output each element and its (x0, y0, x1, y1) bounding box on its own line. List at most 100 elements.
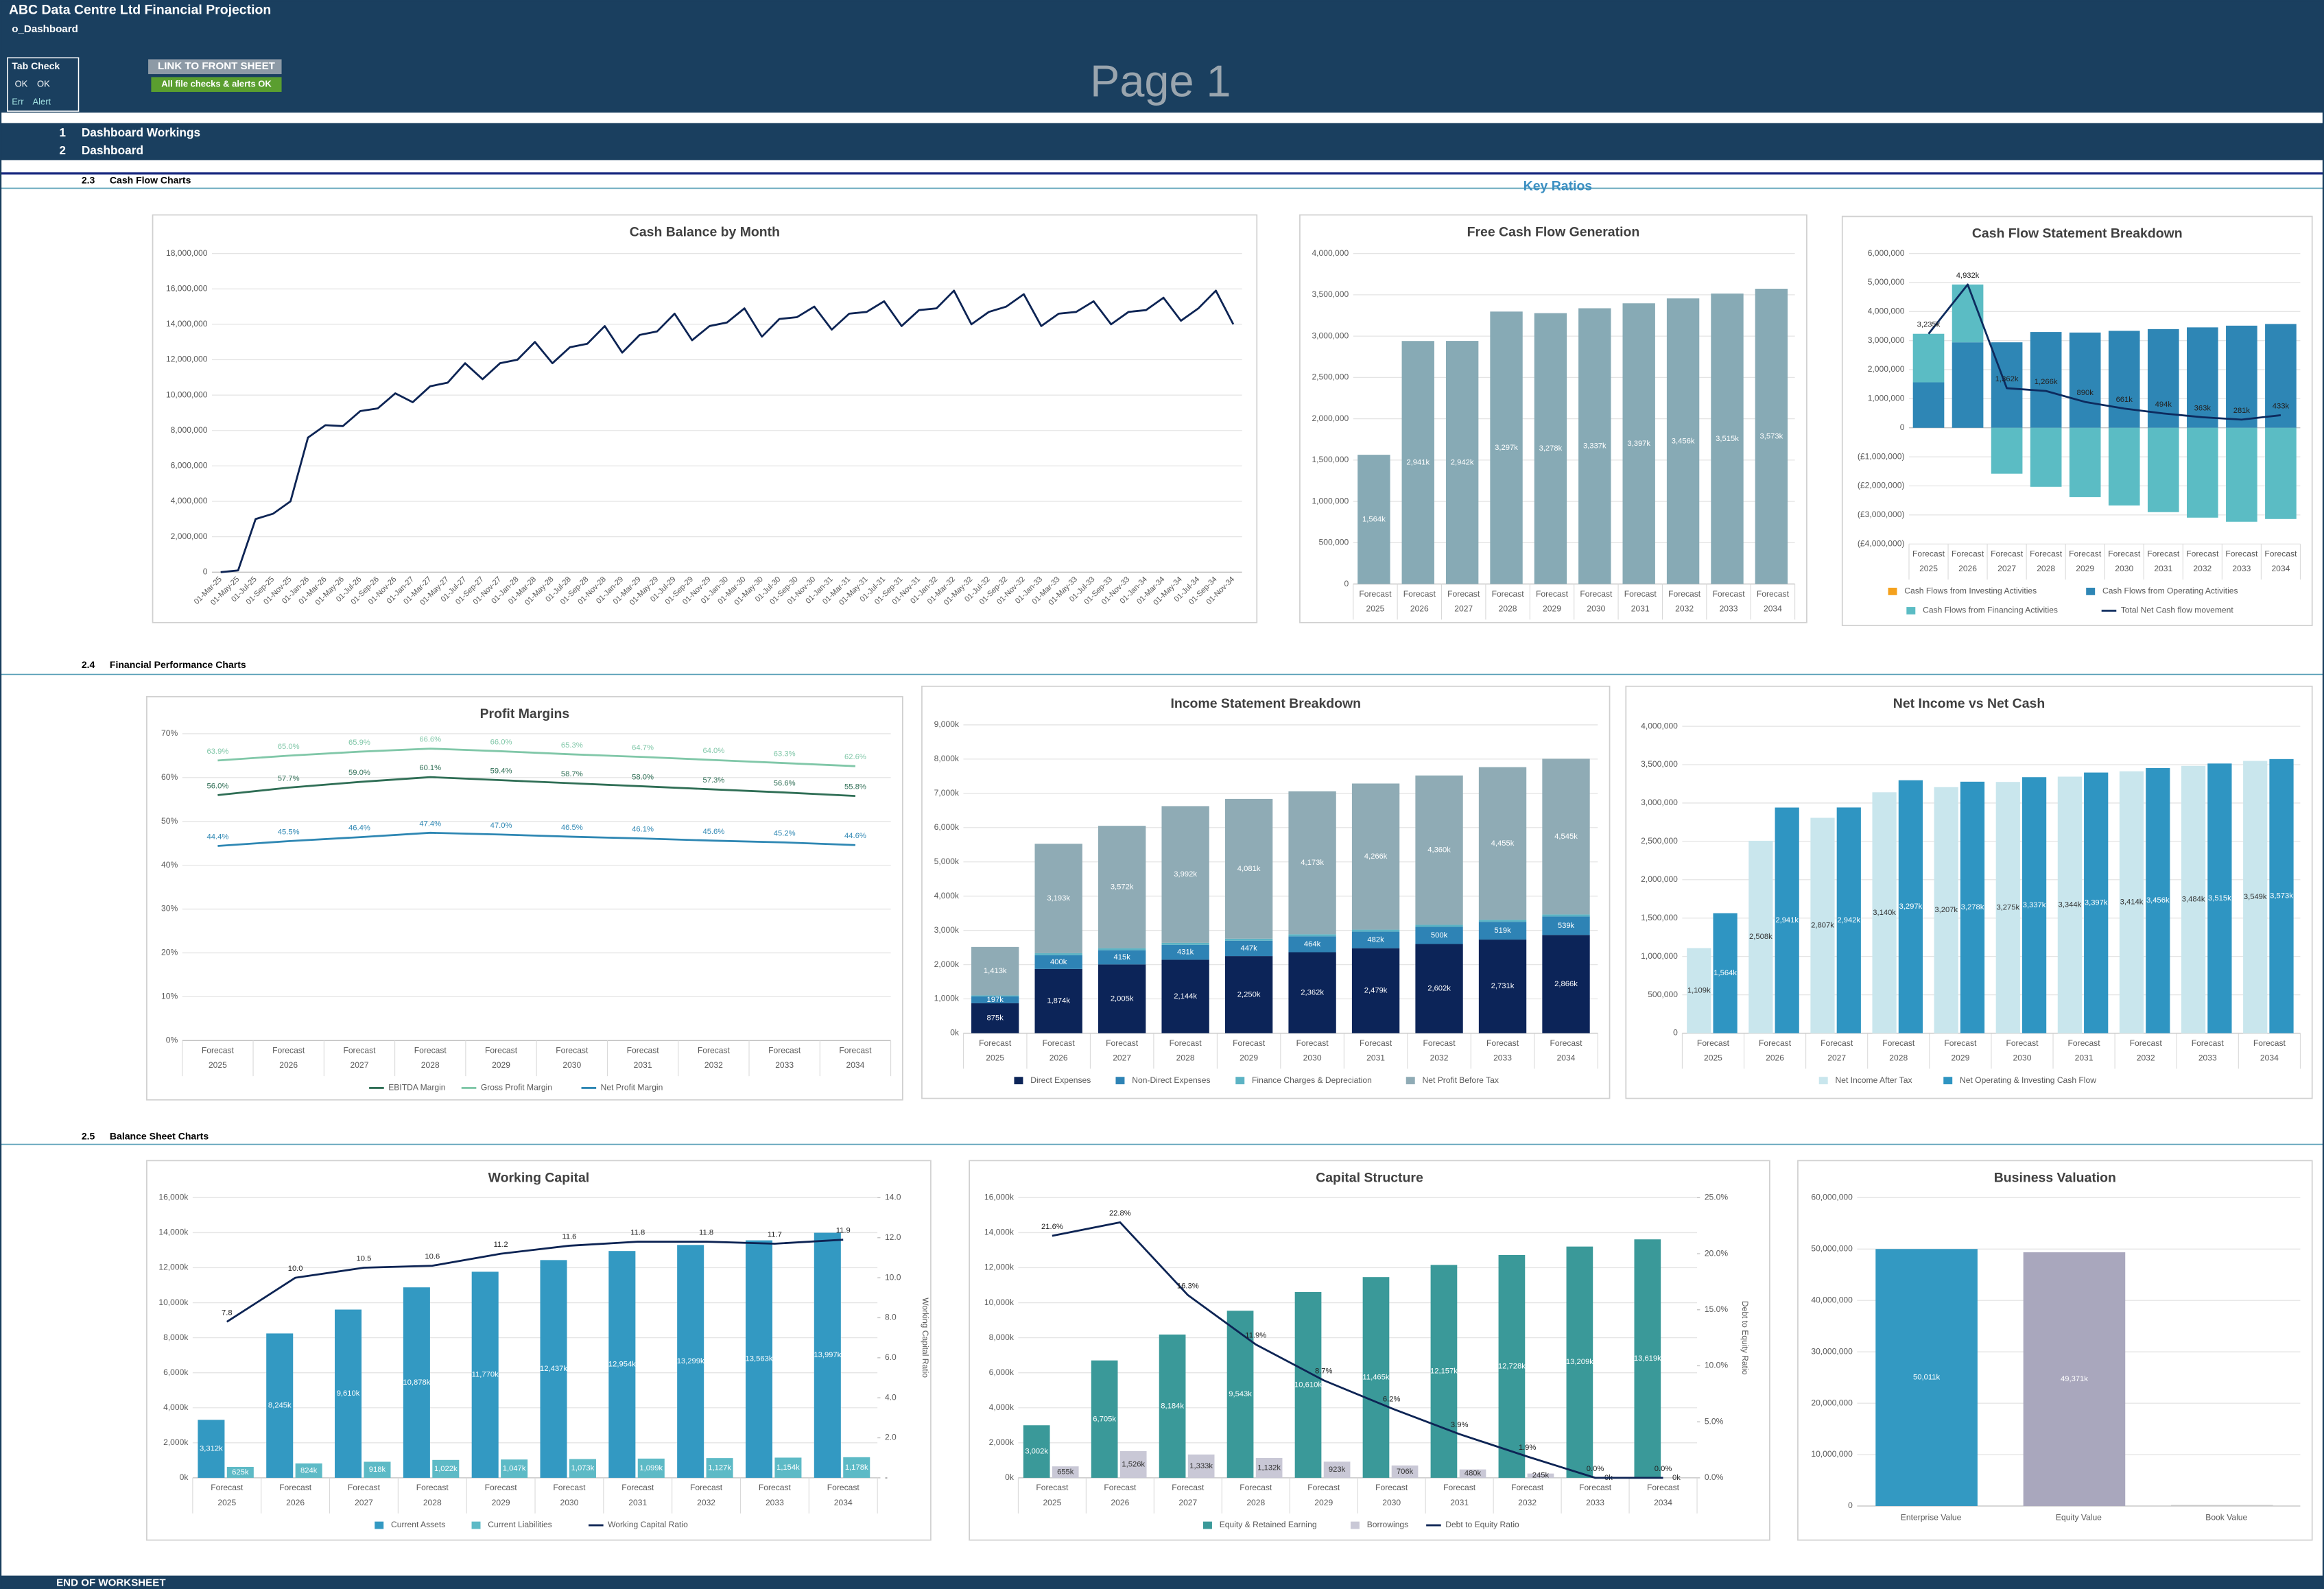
workbook-title: ABC Data Centre Ltd Financial Projection (9, 2, 271, 17)
data-label: 482k (1367, 936, 1384, 944)
y-tick-label: 1,500,000 (1641, 913, 1678, 922)
data-label: 49,371k (2061, 1375, 2088, 1383)
data-label: 519k (1494, 927, 1511, 935)
link-text[interactable]: LINK TO FRONT SHEET (158, 60, 276, 72)
legend-label: Current Assets (391, 1520, 445, 1529)
y-tick-label: 12,000k (158, 1263, 189, 1272)
y-tick-label: 0 (203, 566, 208, 576)
bar (1415, 944, 1463, 1034)
bar (1490, 311, 1523, 584)
nav-link[interactable]: Dashboard (82, 143, 143, 157)
bar (745, 1240, 773, 1478)
x-tick-label: Forecast (1492, 589, 1525, 599)
x-tick-label: Forecast (621, 1483, 654, 1492)
data-label: 11.6 (562, 1232, 576, 1241)
bar (2265, 324, 2297, 428)
x-tick-label: Forecast (1511, 1483, 1544, 1492)
data-label: 11.2 (494, 1241, 508, 1249)
data-label: 8.7% (1315, 1367, 1333, 1376)
bar (2030, 332, 2062, 428)
bar (2069, 427, 2101, 497)
data-label: 2,362k (1301, 988, 1324, 996)
data-label: 1,178k (845, 1463, 868, 1472)
bar (1960, 781, 1985, 1034)
data-label: 1.9% (1519, 1444, 1537, 1452)
y-tick-label: 30% (161, 904, 178, 913)
data-label: 824k (300, 1466, 318, 1474)
legend-swatch (1888, 587, 1897, 595)
line-series (217, 831, 856, 847)
x-tick-label: Forecast (1697, 1038, 1730, 1048)
data-label: 12,954k (608, 1360, 636, 1368)
bar (1713, 913, 1738, 1034)
data-label: 4,081k (1237, 865, 1261, 873)
nav-link[interactable]: Dashboard Workings (82, 126, 200, 139)
y-tick-label: 1,500,000 (1312, 455, 1349, 464)
legend-label: Non-Direct Expenses (1132, 1075, 1210, 1085)
y-tick-label: 3,000,000 (1868, 335, 1905, 345)
data-label: 4,266k (1364, 852, 1388, 861)
y-tick-label: 2,000k (989, 1437, 1015, 1447)
nav-number[interactable]: 1 (59, 126, 66, 139)
legend-swatch (1350, 1521, 1360, 1529)
data-label: 45.6% (702, 828, 724, 836)
data-label: 50,011k (1913, 1374, 1940, 1382)
y-tick-label: 500,000 (1319, 538, 1349, 547)
legend-label: Cash Flows from Financing Activities (1923, 606, 2058, 615)
data-label: 56.0% (207, 782, 229, 790)
header-bar (0, 0, 2324, 113)
bar (335, 1309, 362, 1478)
data-label: 59.0% (348, 769, 370, 777)
x-tick-label: 2034 (1557, 1053, 1576, 1062)
y-tick-label: 0 (1900, 422, 1905, 432)
y-tick-label: 8,000,000 (171, 425, 208, 435)
x-tick-label: Forecast (2069, 549, 2102, 559)
legend-label: Working Capital Ratio (608, 1520, 688, 1529)
data-label: 21.6% (1041, 1223, 1063, 1231)
data-label: 3,992k (1174, 870, 1197, 879)
x-tick-label: 2029 (1240, 1053, 1258, 1062)
data-label: 64.7% (632, 744, 654, 752)
link-button[interactable] (148, 59, 282, 75)
nav-number[interactable]: 2 (59, 143, 66, 157)
bar (1775, 807, 1799, 1034)
bar (774, 1457, 802, 1478)
x-tick-label: 2026 (1410, 604, 1429, 614)
x-tick-label: 2031 (1631, 604, 1650, 614)
bar (2187, 327, 2218, 428)
data-label: 58.0% (632, 774, 654, 782)
legend-swatch (1235, 1077, 1245, 1085)
y-tick-label: 4,000,000 (1868, 307, 1905, 316)
x-tick-label: Forecast (1170, 1038, 1202, 1048)
y-tick-label: (£1,000,000) (1858, 451, 1905, 461)
bar (1098, 948, 1146, 951)
y-tick-label: 10,000,000 (1811, 1449, 1853, 1459)
y-tick-label: 3,000,000 (1641, 798, 1678, 807)
bar (1161, 959, 1209, 1034)
x-tick-label: 2032 (2137, 1053, 2155, 1062)
bar (2226, 427, 2257, 522)
bar (1119, 1450, 1147, 1478)
data-label: 45.5% (278, 828, 300, 836)
data-label: 1,099k (639, 1464, 663, 1472)
y-tick-label: 2,000,000 (1868, 364, 1905, 374)
data-label: 11,465k (1362, 1374, 1389, 1382)
x-tick-label: Forecast (1579, 1483, 1612, 1492)
y-tick-label: 2,000,000 (171, 531, 208, 541)
data-label: 2,602k (1427, 984, 1451, 992)
y2-tick-label: 8.0 (885, 1313, 897, 1322)
bar (1098, 950, 1146, 965)
data-label: 3,312k (200, 1445, 223, 1453)
data-label: 2,866k (1554, 980, 1578, 988)
data-label: 65.0% (278, 743, 300, 751)
bar (2030, 427, 2062, 487)
data-label: 1,109k (1687, 986, 1711, 994)
x-tick-label: 2029 (1314, 1498, 1333, 1507)
bar (971, 995, 1019, 996)
chart-title: Cash Balance by Month (630, 224, 780, 239)
x-tick-label: Forecast (2030, 549, 2063, 559)
line-series (1928, 283, 2281, 421)
y-tick-label: 8,000k (989, 1333, 1015, 1342)
data-label: 46.4% (348, 824, 370, 833)
data-label: 480k (1465, 1470, 1482, 1478)
